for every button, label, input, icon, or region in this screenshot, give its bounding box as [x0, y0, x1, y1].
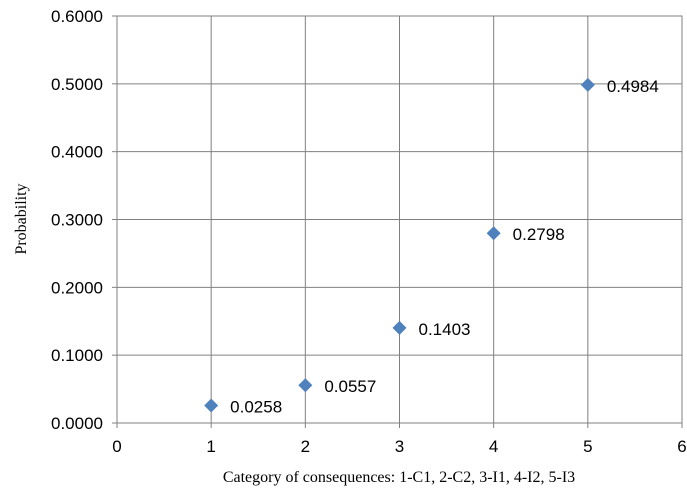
data-point: [486, 226, 501, 241]
data-label: 0.4984: [607, 77, 659, 96]
y-tick-label: 0.0000: [51, 414, 103, 433]
data-point: [392, 320, 407, 335]
x-axis-title: Category of consequences: 1-C1, 2-C2, 3-…: [223, 469, 575, 486]
x-tick-label: 6: [677, 437, 686, 456]
y-tick-label: 0.2000: [51, 278, 103, 297]
x-tick-label: 0: [112, 437, 121, 456]
data-label: 0.0557: [324, 377, 376, 396]
gridlines: [117, 16, 682, 423]
x-tick-label: 5: [583, 437, 592, 456]
y-tick-label: 0.6000: [51, 7, 103, 26]
data-labels: 0.0258 0.0557 0.1403 0.2798 0.4984: [230, 77, 659, 417]
y-axis-ticks: 0.0000 0.1000 0.2000 0.3000 0.4000 0.5000 0.60…: [51, 7, 117, 433]
data-point: [298, 378, 313, 393]
data-label: 0.2798: [513, 225, 565, 244]
y-tick-label: 0.1000: [51, 346, 103, 365]
x-tick-label: 2: [301, 437, 310, 456]
data-label: 0.0258: [230, 397, 282, 416]
x-tick-label: 1: [206, 437, 215, 456]
y-tick-label: 0.3000: [51, 211, 103, 230]
data-label: 0.1403: [419, 320, 471, 339]
data-points: [204, 77, 595, 413]
data-point: [580, 77, 595, 92]
data-point: [204, 398, 219, 413]
x-axis-ticks: 0 1 2 3 4 5 6: [112, 423, 687, 456]
y-tick-label: 0.5000: [51, 75, 103, 94]
y-tick-label: 0.4000: [51, 143, 103, 162]
x-tick-label: 3: [395, 437, 404, 456]
y-axis-title: Probability: [13, 183, 30, 254]
x-tick-label: 4: [489, 437, 498, 456]
